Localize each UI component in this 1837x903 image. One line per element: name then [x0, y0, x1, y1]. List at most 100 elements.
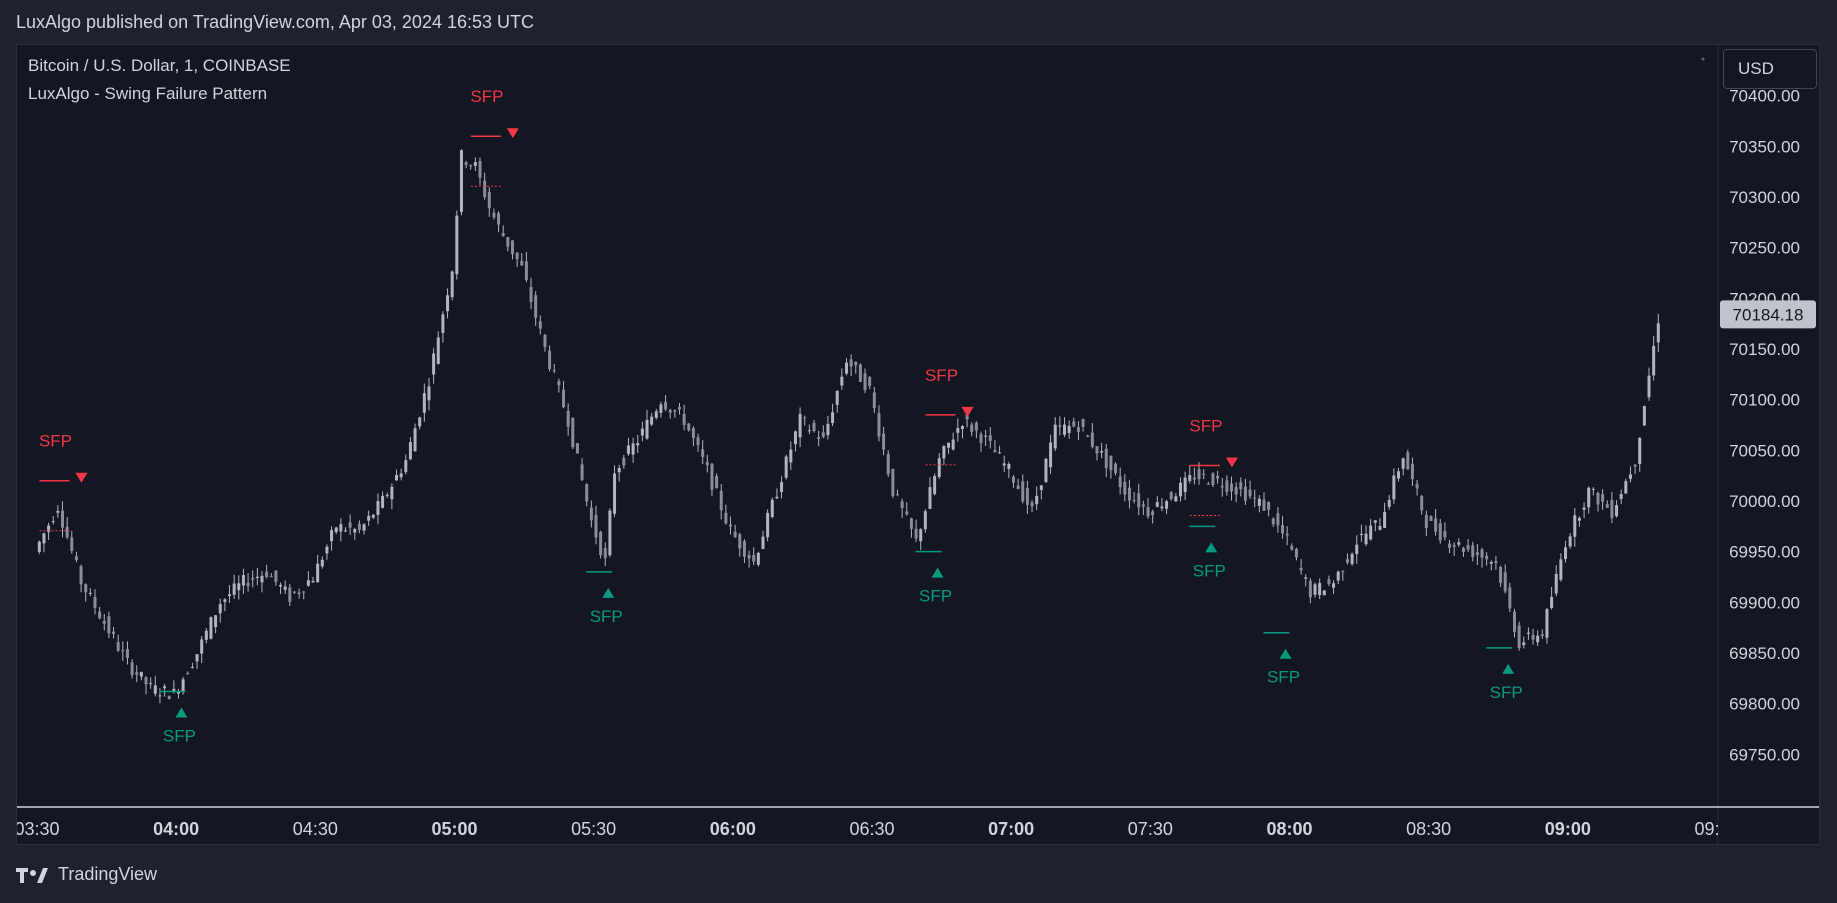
y-tick-label: 69750.00: [1729, 745, 1800, 764]
y-tick-label: 69800.00: [1729, 695, 1800, 714]
candle-body: [1633, 464, 1637, 467]
candle-body: [710, 463, 714, 490]
candle-body: [1206, 483, 1210, 485]
candle-body: [1155, 502, 1159, 507]
sfp-bearish-label: SFP: [470, 87, 503, 106]
x-tick-label: 06:00: [710, 819, 756, 839]
candle-body: [1174, 496, 1178, 502]
candle-body: [1090, 432, 1094, 447]
candle-body: [1554, 574, 1558, 594]
candle-body: [640, 428, 644, 436]
candle-body: [237, 583, 241, 591]
candle-body: [942, 446, 946, 459]
candle-body: [98, 611, 102, 619]
candle-body: [1299, 567, 1303, 571]
candle-body: [817, 437, 821, 440]
candle-body: [1452, 544, 1456, 547]
candle-body: [79, 566, 83, 585]
candle-body: [998, 452, 1002, 454]
sfp-bearish-arrow-icon: [506, 128, 519, 139]
candle-body: [1322, 590, 1326, 596]
candle-body: [37, 541, 41, 552]
candle-body: [1095, 446, 1099, 454]
candle-body: [1053, 424, 1057, 449]
candle-body: [459, 150, 463, 212]
candle-body: [993, 450, 997, 453]
candle-body: [733, 531, 737, 537]
candle-body: [589, 507, 593, 521]
x-tick-label: 04:30: [293, 819, 338, 839]
candle-body: [112, 631, 116, 635]
candle-body: [1568, 536, 1572, 547]
candle-body: [956, 428, 960, 433]
publisher-header: LuxAlgo published on TradingView.com, Ap…: [16, 12, 535, 32]
candle-body: [1253, 497, 1257, 499]
candle-body: [844, 362, 848, 374]
sfp-bearish-arrow-icon: [961, 406, 974, 417]
candle-body: [784, 456, 788, 478]
candle-body: [1647, 375, 1651, 398]
candle-body: [102, 620, 106, 624]
candle-body: [585, 484, 589, 502]
candle-body: [246, 582, 250, 587]
candle-body: [1025, 488, 1029, 505]
candle-body: [302, 591, 306, 593]
candle-body: [599, 531, 603, 556]
candle-body: [483, 180, 487, 198]
candle-body: [255, 576, 259, 578]
y-tick-label: 70350.00: [1729, 137, 1800, 156]
candle-body: [473, 162, 477, 166]
candle-body: [121, 650, 125, 652]
candle-body: [144, 677, 148, 685]
candle-body: [780, 482, 784, 493]
candle-body: [1475, 552, 1479, 556]
candle-body: [529, 286, 533, 302]
candle-body: [1610, 500, 1614, 518]
candle-body: [548, 350, 552, 369]
candle-body: [1392, 475, 1396, 500]
candle-body: [1243, 486, 1247, 501]
candle-body: [1582, 507, 1586, 510]
candle-body: [1151, 511, 1155, 516]
candle-body: [1573, 515, 1577, 537]
candle-body: [1489, 561, 1493, 564]
candle-body: [1248, 489, 1252, 497]
price-chart[interactable]: 70400.0070350.0070300.0070250.0070200.00…: [17, 45, 1820, 845]
candle-body: [677, 406, 681, 410]
candle-body: [900, 501, 904, 508]
candle-body: [288, 587, 292, 602]
candle-body: [176, 691, 180, 694]
candle-body: [538, 321, 542, 329]
candle-body: [668, 409, 672, 413]
x-tick-label: 08:00: [1266, 819, 1312, 839]
candle-body: [1114, 463, 1118, 474]
candle-body: [617, 468, 621, 473]
candle-body: [803, 417, 807, 419]
candle-body: [1605, 504, 1609, 508]
sfp-bullish-label: SFP: [1490, 683, 1523, 702]
candle-body: [265, 571, 269, 577]
candle-body: [580, 464, 584, 480]
chart-panel[interactable]: 70400.00 70350.00 70300.00 70250.00 70200.00…: [16, 44, 1820, 845]
candle-body: [701, 449, 705, 457]
candle-body: [761, 536, 765, 550]
candle-body: [469, 165, 473, 167]
candle-body: [1137, 493, 1141, 508]
candle-body: [1503, 572, 1507, 592]
indicator-title: LuxAlgo - Swing Failure Pattern: [28, 84, 268, 103]
candle-body: [756, 552, 760, 565]
y-tick-label: 70300.00: [1729, 188, 1800, 207]
candle-body: [1267, 501, 1271, 510]
candle-body: [1364, 533, 1368, 545]
chart-settings-dot-icon: [1701, 57, 1705, 61]
candle-body: [1577, 517, 1581, 521]
candle-body: [167, 696, 171, 700]
candle-body: [200, 639, 204, 654]
candle-body: [1188, 475, 1192, 481]
currency-selector[interactable]: USD: [1723, 49, 1817, 89]
candle-body: [715, 475, 719, 489]
x-tick-label: 05:30: [571, 819, 616, 839]
sfp-bullish-arrow-icon: [1502, 663, 1515, 674]
candle-body: [1383, 512, 1387, 528]
candle-body: [1410, 463, 1414, 480]
